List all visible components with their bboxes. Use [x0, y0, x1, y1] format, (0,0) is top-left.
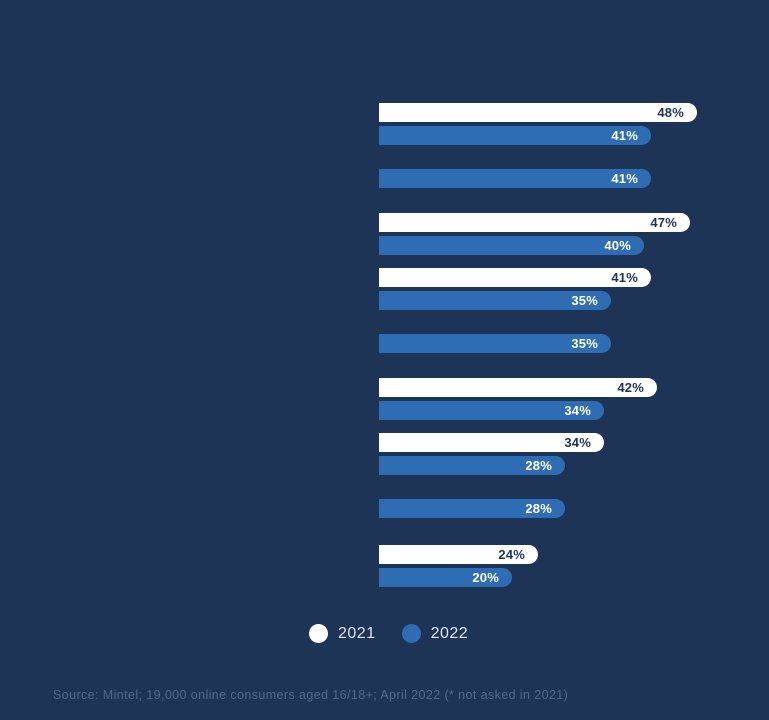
- bar-value-label: 28%: [525, 501, 552, 516]
- bar-2022-row-8: 28%: [379, 499, 565, 518]
- bar-value-label: 35%: [571, 293, 598, 308]
- bar-value-label: 41%: [611, 270, 638, 285]
- bar-2021-row-3: 47%: [379, 213, 690, 232]
- bar-value-label: 34%: [564, 435, 591, 450]
- legend-swatch-icon: [309, 624, 328, 643]
- bar-group-row-1: 48% 41%: [379, 103, 769, 145]
- bar-group-row-5: 35%: [379, 334, 769, 353]
- bar-value-label: 40%: [604, 238, 631, 253]
- bar-2022-row-1: 41%: [379, 126, 651, 145]
- source-note: Source: Mintel; 19,000 online consumers …: [53, 688, 569, 702]
- legend-label: 2021: [338, 624, 376, 642]
- bar-group-row-6: 42% 34%: [379, 378, 769, 420]
- bar-2021-row-6: 42%: [379, 378, 657, 397]
- bar-value-label: 41%: [611, 128, 638, 143]
- bar-2022-row-7: 28%: [379, 456, 565, 475]
- bar-group-row-9: 24% 20%: [379, 545, 769, 587]
- legend-swatch-icon: [401, 624, 421, 643]
- legend-label: 2022: [430, 624, 469, 642]
- bar-2022-row-6: 34%: [379, 401, 604, 420]
- bar-value-label: 28%: [525, 458, 552, 473]
- bar-2022-row-2: 41%: [379, 169, 651, 188]
- bar-group-row-7: 34% 28%: [379, 433, 769, 475]
- bar-group-row-8: 28%: [379, 499, 769, 518]
- bar-value-label: 35%: [571, 336, 598, 351]
- bar-value-label: 20%: [472, 570, 499, 585]
- bar-2021-row-4: 41%: [379, 268, 651, 287]
- legend-item-2021: 2021: [309, 624, 376, 643]
- bar-value-label: 34%: [564, 403, 591, 418]
- bar-plot: 48% 41% 41% 47% 40% 41% 35% 35% 42% 34% 34% 28% 28% 2…: [379, 103, 769, 587]
- bar-group-row-4: 41% 35%: [379, 268, 769, 310]
- bar-2022-row-3: 40%: [379, 236, 644, 255]
- bar-2022-row-5: 35%: [379, 334, 611, 353]
- bar-value-label: 24%: [498, 547, 525, 562]
- bar-value-label: 47%: [650, 215, 677, 230]
- bar-2021-row-1: 48%: [379, 103, 697, 122]
- bar-2022-row-4: 35%: [379, 291, 611, 310]
- bar-2021-row-7: 34%: [379, 433, 604, 452]
- bar-group-row-3: 47% 40%: [379, 213, 769, 255]
- legend-item-2022: 2022: [401, 624, 469, 643]
- bar-group-row-2: 41%: [379, 169, 769, 188]
- bar-2022-row-9: 20%: [379, 568, 512, 587]
- bar-value-label: 42%: [617, 380, 644, 395]
- bar-value-label: 41%: [611, 171, 638, 186]
- bar-value-label: 48%: [657, 105, 684, 120]
- chart-legend: 2021 2022: [309, 624, 468, 643]
- bar-2021-row-9: 24%: [379, 545, 538, 564]
